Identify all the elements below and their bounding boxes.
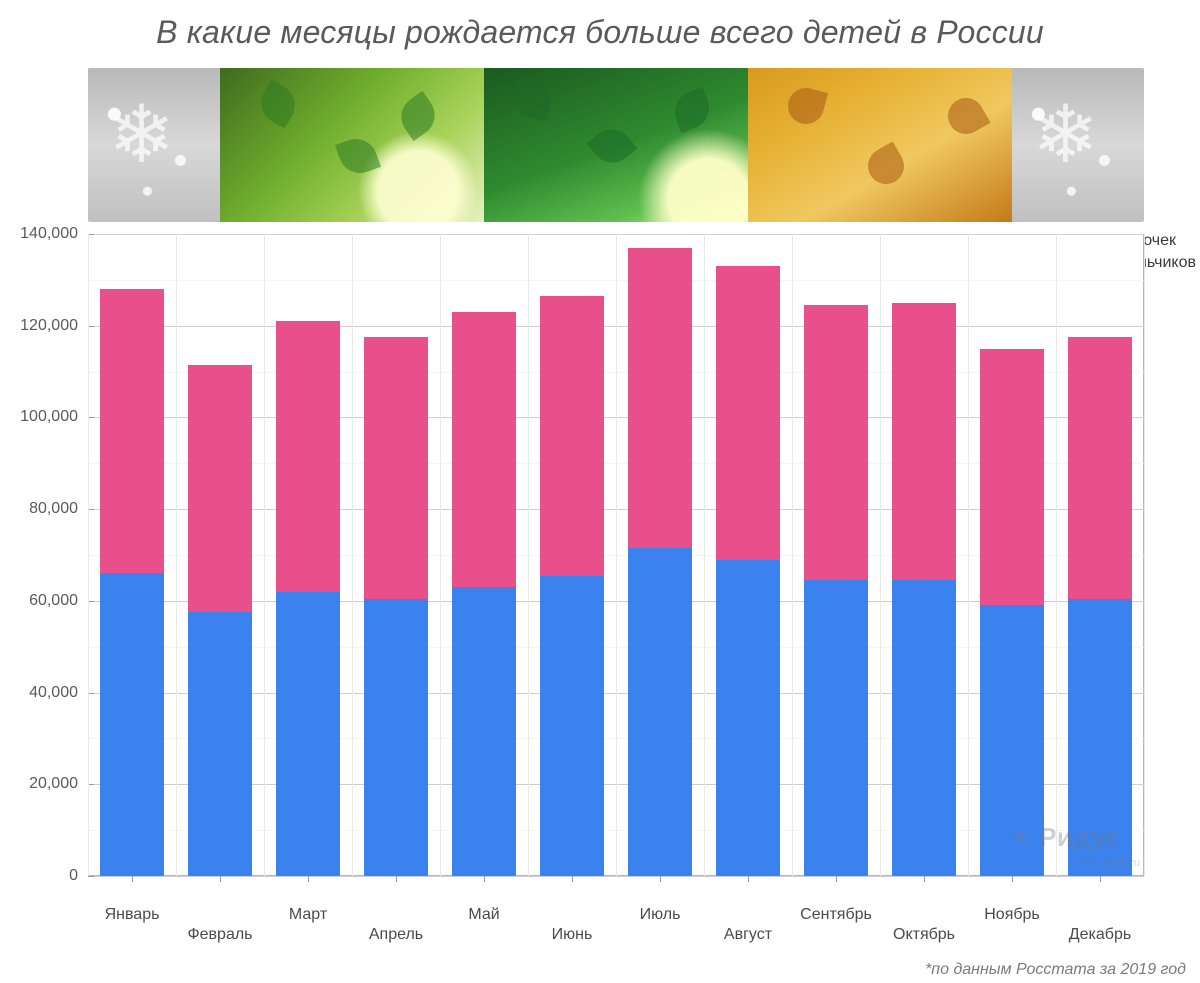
- x-tick: [220, 876, 221, 882]
- x-axis-label: Сентябрь: [800, 906, 872, 924]
- gridline-vertical: [880, 234, 881, 876]
- gridline-major: [88, 876, 1144, 877]
- season-winter-start: [88, 68, 220, 222]
- x-axis-labels: Январь Февраль Март Апрель Май Июнь Июль Август…: [88, 902, 1144, 944]
- x-axis-label: Июль: [640, 906, 681, 924]
- gridline-vertical: [440, 234, 441, 876]
- bar-boys: [188, 612, 251, 876]
- y-tick-label: 20,000: [29, 775, 88, 793]
- x-axis-label: Октябрь: [893, 926, 955, 944]
- bar-boys: [716, 560, 779, 876]
- gridline-vertical: [616, 234, 617, 876]
- bar-girls: [892, 303, 955, 580]
- watermark-icon: ✶: [1009, 822, 1031, 852]
- gridline-vertical: [704, 234, 705, 876]
- bar-girls: [452, 312, 515, 587]
- x-axis-label: Декабрь: [1069, 926, 1131, 944]
- y-tick-label: 80,000: [29, 500, 88, 518]
- bar-boys: [452, 587, 515, 876]
- bar-girls: [716, 266, 779, 559]
- season-winter-end: [1012, 68, 1144, 222]
- gridline-vertical: [176, 234, 177, 876]
- y-tick-label: 60,000: [29, 592, 88, 610]
- bar-boys: [804, 580, 867, 876]
- x-tick: [1012, 876, 1013, 882]
- x-axis-label: Ноябрь: [984, 906, 1040, 924]
- gridline-vertical: [1056, 234, 1057, 876]
- x-axis-label: Июнь: [552, 926, 593, 944]
- y-tick-label: 40,000: [29, 684, 88, 702]
- bar-girls: [1068, 337, 1131, 598]
- x-axis-label: Апрель: [369, 926, 423, 944]
- x-tick: [1100, 876, 1101, 882]
- x-tick: [396, 876, 397, 882]
- x-axis-label: Январь: [105, 906, 160, 924]
- x-tick: [660, 876, 661, 882]
- gridline-vertical: [792, 234, 793, 876]
- x-tick: [132, 876, 133, 882]
- y-tick-label: 0: [69, 867, 88, 885]
- gridline-vertical: [968, 234, 969, 876]
- bar-girls: [276, 321, 339, 592]
- chart: 020,00040,00060,00080,000100,000120,0001…: [30, 234, 1180, 896]
- bar-girls: [188, 365, 251, 613]
- bar-boys: [628, 548, 691, 876]
- bar-girls: [540, 296, 603, 576]
- x-tick: [308, 876, 309, 882]
- bar-girls: [364, 337, 427, 598]
- bar-girls: [980, 349, 1043, 606]
- bar-boys: [540, 576, 603, 876]
- x-axis-label: Март: [289, 906, 327, 924]
- watermark: ✶ Ридус: [1009, 822, 1120, 853]
- bar-girls: [628, 248, 691, 548]
- x-tick: [836, 876, 837, 882]
- x-tick: [572, 876, 573, 882]
- gridline-vertical: [352, 234, 353, 876]
- season-spring: [220, 68, 484, 222]
- season-autumn: [748, 68, 1012, 222]
- gridline-vertical: [1144, 234, 1145, 876]
- bar-girls: [100, 289, 163, 573]
- bar-boys: [364, 599, 427, 876]
- y-tick-label: 100,000: [20, 408, 88, 426]
- source-note: *по данным Росстата за 2019 год: [925, 961, 1186, 979]
- x-axis-label: Февраль: [187, 926, 252, 944]
- bar-boys: [892, 580, 955, 876]
- watermark-url: www.ridus.ru: [1077, 857, 1140, 869]
- plot-area: 020,00040,00060,00080,000100,000120,0001…: [88, 234, 1144, 876]
- gridline-vertical: [264, 234, 265, 876]
- gridline-vertical: [88, 234, 89, 876]
- x-tick: [484, 876, 485, 882]
- x-axis-label: Май: [468, 906, 499, 924]
- x-tick: [924, 876, 925, 882]
- bar-boys: [100, 573, 163, 876]
- season-summer: [484, 68, 748, 222]
- bar-boys: [276, 592, 339, 876]
- watermark-text: Ридус: [1039, 822, 1120, 852]
- chart-title: В какие месяцы рождается больше всего де…: [0, 14, 1200, 51]
- seasons-banner: [88, 68, 1144, 222]
- bar-girls: [804, 305, 867, 580]
- y-tick-label: 140,000: [20, 225, 88, 243]
- gridline-vertical: [528, 234, 529, 876]
- x-axis-label: Август: [724, 926, 772, 944]
- x-tick: [748, 876, 749, 882]
- y-tick-label: 120,000: [20, 317, 88, 335]
